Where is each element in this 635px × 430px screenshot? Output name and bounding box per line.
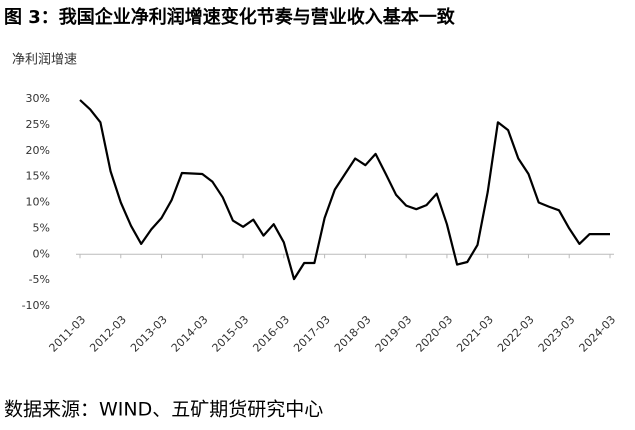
x-tick-label: 2015-03	[210, 313, 252, 355]
x-tick-label: 2018-03	[332, 313, 374, 355]
y-tick-label: 0%	[33, 247, 50, 260]
x-tick-label: 2017-03	[291, 313, 333, 355]
y-tick-label: 15%	[26, 170, 50, 183]
y-axis-label: 净利润增速	[12, 53, 77, 68]
x-tick-label: 2012-03	[87, 313, 129, 355]
line	[79, 99, 610, 281]
x-tick-label: 2016-03	[250, 313, 292, 355]
x-tick-label: 2021-03	[454, 313, 496, 355]
x-tick-label: 2020-03	[413, 313, 455, 355]
x-tick-label: 2011-03	[47, 313, 89, 355]
x-tick-label: 2023-03	[536, 313, 578, 355]
x-tick-label: 2022-03	[495, 313, 537, 355]
y-tick-label: 10%	[26, 196, 50, 209]
y-tick-label: 5%	[33, 221, 50, 234]
x-tick-label: 2014-03	[169, 313, 211, 355]
source: 数据来源：WIND、五矿期货研究中心	[4, 399, 323, 421]
x-tick-label: 2019-03	[373, 313, 415, 355]
y-tick-label: 30%	[26, 92, 50, 105]
y-tick-label: 25%	[26, 118, 50, 131]
x-tick-label: 2013-03	[128, 313, 170, 355]
y-tick-label: 20%	[26, 144, 50, 157]
chart-title: 图 3：我国企业净利润增速变化节奏与营业收入基本一致	[4, 6, 456, 28]
y-tick-label: -5%	[29, 273, 50, 286]
y-tick-label: -10%	[22, 299, 50, 312]
x-tick-label: 2024-03	[577, 313, 619, 355]
